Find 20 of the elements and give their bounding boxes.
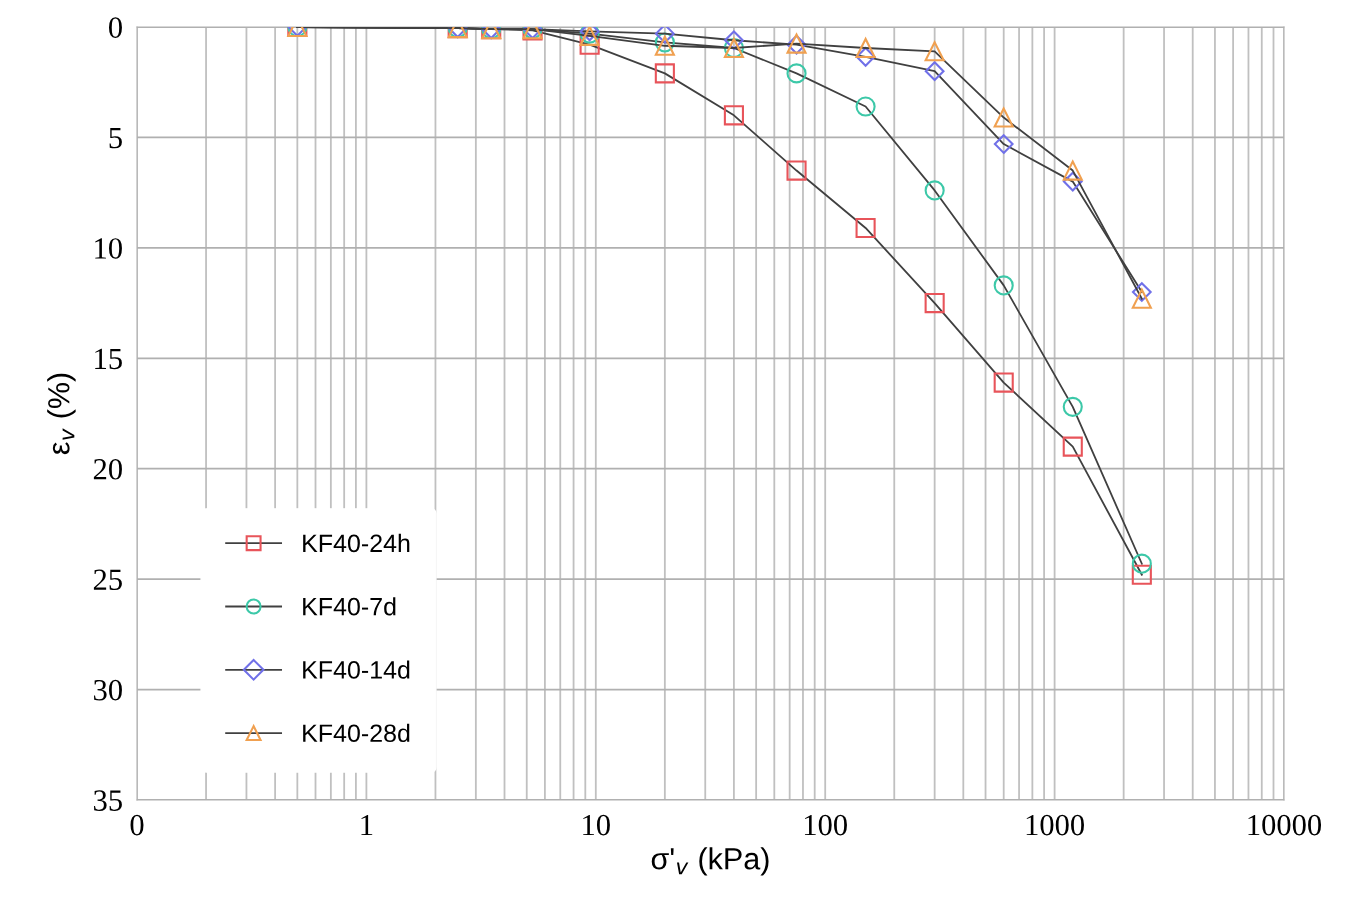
y-tick-label: 0 [109,17,122,38]
x-tick-label: 0 [130,814,144,836]
legend-label: KF40-24h [303,533,410,553]
x-tick-label: 10000 [1248,814,1322,836]
x-tick-label: 1000 [1026,814,1084,836]
y-axis-title: ε$_{v}$ (%) [47,373,76,455]
legend-label: KF40-28d [303,723,410,743]
y-tick-label: 35 [94,790,122,811]
legend-label: KF40-14d [303,660,410,679]
y-tick-label: 5 [109,128,122,149]
y-tick-label: 20 [93,459,122,480]
legend-label: KF40-7d [303,597,396,616]
x-tick-label: 1 [361,814,373,836]
y-tick-label: 30 [94,679,122,701]
y-tick-label: 25 [93,569,122,591]
x-axis-title: σ'$_{v}$ (kPa) [651,847,769,876]
x-tick-label: 10 [583,814,610,836]
y-tick-label: 10 [95,238,122,259]
x-tick-label: 100 [804,814,847,836]
y-tick-label: 15 [95,348,122,370]
